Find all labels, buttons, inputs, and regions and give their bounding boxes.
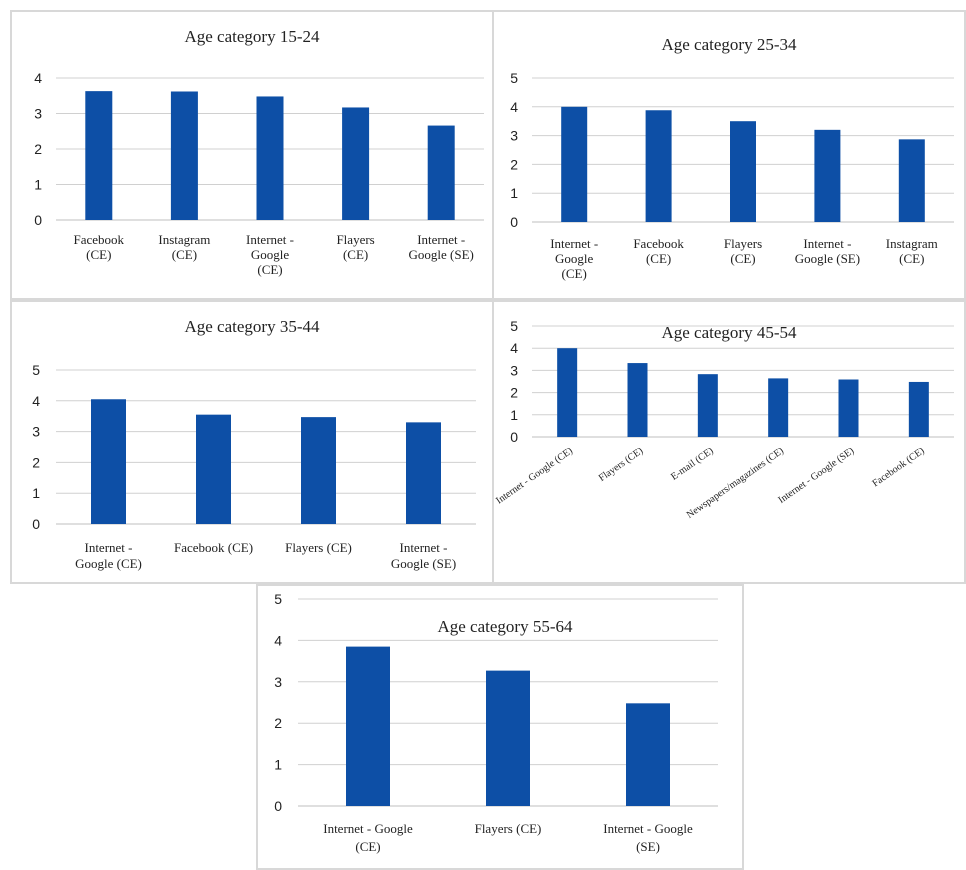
y-tick-label: 3 [510,128,518,144]
chart-panel-35-44: 0 1 2 3 4 5 Internet -Google (CE) Facebook (CE)… [10,300,494,584]
bar [627,363,648,437]
y-tick-label: 2 [34,141,42,157]
bar [256,96,284,220]
bar [557,348,578,437]
chart-panel-55-64: 0 1 2 3 4 5 Internet - Google (CE) Flayers (CE) I… [256,584,744,870]
bar [196,414,231,524]
x-tick-label: Internet -Google (CE) [550,236,598,281]
y-tick-label: 2 [510,156,518,172]
chart-title: Age category 45-54 [661,323,797,342]
x-tick-label: Internet -Google (SE) [409,232,474,262]
chart-35-44: 0 1 2 3 4 5 Internet -Google (CE) Facebook (CE)… [32,317,476,571]
y-tick-label: 5 [32,362,40,378]
y-tick-label: 1 [274,757,282,773]
y-tick-label: 5 [510,318,518,334]
y-tick-label: 2 [32,454,40,470]
chart-25-34: 0 1 2 3 4 5 Internet -Google (CE) Facebook (CE) Fl… [510,35,954,281]
y-tick-label: 1 [32,485,40,501]
chart-title: Age category 35-44 [184,317,320,336]
chart-title: Age category 55-64 [437,617,573,636]
x-tick-label: Facebook (CE) [174,540,253,555]
chart-55-64: 0 1 2 3 4 5 Internet - Google (CE) Flayers (CE) I… [274,591,718,854]
y-tick-label: 0 [274,798,282,814]
bar [91,399,126,524]
bar [342,107,370,220]
x-tick-label: Internet -Google (SE) [391,540,456,571]
chart-title: Age category 25-34 [661,35,797,54]
x-tick-label: E-mail (CE) [669,445,716,482]
bar [346,646,390,806]
x-tick-label: Flayers (CE) [285,540,352,555]
chart-panel-15-24: 0 1 2 3 4 Facebook (CE) Instagram (CE) Internet -… [10,10,494,300]
x-tick-label: Internet - Google (SE) [603,821,693,854]
bar [85,91,113,220]
x-tick-label: Instagram (CE) [158,232,210,262]
bar [626,703,670,806]
y-tick-label: 2 [274,715,282,731]
bar [645,110,672,222]
chart-panel-25-34: 0 1 2 3 4 5 Internet -Google (CE) Facebook (CE) Fl… [492,10,966,300]
x-tick-label: Internet - Google (CE) [323,821,413,854]
chart-45-54: 0 1 2 3 4 5 Internet - Google (CE) Flayers (CE)… [494,318,954,521]
y-tick-label: 1 [34,177,42,193]
x-tick-label: Facebook (CE) [633,236,684,266]
bar [898,139,925,222]
y-tick-label: 4 [34,70,42,86]
y-tick-label: 4 [32,393,40,409]
bar [406,422,441,524]
bar [908,381,929,437]
y-tick-label: 5 [274,591,282,607]
bar [561,106,588,222]
y-tick-label: 4 [510,340,518,356]
bar [768,378,789,437]
x-tick-label: Internet -Google (CE) [246,232,294,277]
bar [427,125,455,220]
x-tick-label: Instagram (CE) [886,236,938,266]
y-tick-label: 3 [34,106,42,122]
chart-15-24: 0 1 2 3 4 Facebook (CE) Instagram (CE) Internet -… [34,27,484,277]
bar [170,91,198,221]
x-tick-label: Internet - Google (SE) [776,445,856,505]
x-tick-label: Flayers (CE) [597,445,645,483]
x-tick-label: Flayers (CE) [475,821,542,836]
y-tick-label: 0 [510,429,518,445]
y-tick-label: 3 [274,674,282,690]
x-tick-label: Flayers (CE) [724,236,762,266]
y-tick-label: 4 [274,632,282,648]
y-tick-label: 5 [510,70,518,86]
bar [730,121,756,222]
y-tick-label: 3 [32,424,40,440]
x-tick-label: Flayers (CE) [336,232,374,262]
y-tick-label: 0 [34,212,42,228]
bar [301,417,336,524]
y-tick-label: 0 [32,516,40,532]
y-tick-label: 0 [510,214,518,230]
chart-title: Age category 15-24 [184,27,320,46]
bar [838,379,859,437]
y-tick-label: 1 [510,185,518,201]
x-tick-label: Internet - Google (CE) [494,445,575,506]
y-tick-label: 3 [510,362,518,378]
x-tick-label: Internet -Google (SE) [795,236,860,266]
x-tick-label: Facebook (CE) [870,445,926,489]
y-tick-label: 1 [510,407,518,423]
x-tick-label: Facebook (CE) [74,232,125,262]
y-tick-label: 4 [510,99,518,115]
chart-panel-45-54: 0 1 2 3 4 5 Internet - Google (CE) Flayers (CE)… [492,300,966,584]
y-tick-label: 2 [510,385,518,401]
x-tick-label: Internet -Google (CE) [75,540,142,571]
bar [697,374,718,437]
bar [814,129,841,222]
bar [486,670,530,806]
